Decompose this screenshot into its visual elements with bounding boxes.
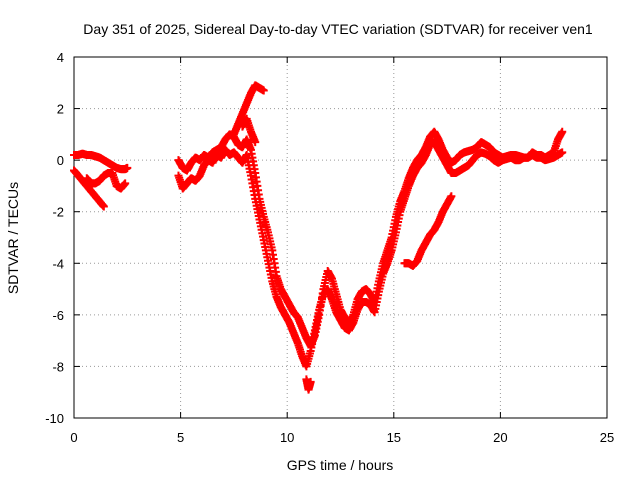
x-tick-label: 0	[70, 430, 77, 445]
x-tick-label: 5	[177, 430, 184, 445]
data-point	[558, 148, 567, 157]
axis-ticks	[73, 56, 608, 419]
series-segment-a-mid	[82, 169, 130, 193]
data-points	[70, 81, 567, 394]
y-axis-label: SDTVAR / TECUs	[5, 182, 21, 294]
y-tick-label: 0	[57, 153, 64, 168]
y-tick-label: -4	[52, 256, 64, 271]
y-tick-label: 4	[57, 50, 64, 65]
x-axis-label: GPS time / hours	[287, 457, 394, 473]
y-tick-labels: -10 -8 -6 -4 -2 0 2 4	[45, 50, 64, 426]
y-tick-label: -8	[52, 359, 64, 374]
x-tick-label: 25	[600, 430, 614, 445]
data-point	[259, 86, 268, 95]
plot-frame	[73, 56, 608, 419]
data-point	[306, 377, 315, 386]
y-tick-label: -2	[52, 205, 64, 220]
series-segment-b-peak	[229, 81, 268, 139]
y-tick-label: -6	[52, 308, 64, 323]
x-tick-label: 10	[280, 430, 294, 445]
data-point	[251, 138, 260, 147]
series-segment-b-low	[174, 138, 567, 371]
data-point	[558, 127, 567, 136]
y-tick-label: -10	[45, 411, 64, 426]
x-tick-label: 20	[493, 430, 507, 445]
data-point	[123, 163, 132, 172]
data-point	[121, 179, 130, 188]
x-tick-label: 15	[387, 430, 401, 445]
y-tick-label: 2	[57, 102, 64, 117]
series-segment-b-dip	[302, 375, 315, 394]
chart-title: Day 351 of 2025, Sidereal Day-to-day VTE…	[83, 21, 593, 37]
data-point	[447, 192, 456, 201]
series-segment-a-upper	[70, 149, 132, 174]
x-tick-labels: 0 5 10 15 20 25	[70, 430, 614, 445]
series-segment-b-wide	[238, 114, 260, 147]
grid	[74, 57, 607, 418]
series-segment-c	[400, 192, 456, 270]
data-point	[99, 202, 108, 211]
